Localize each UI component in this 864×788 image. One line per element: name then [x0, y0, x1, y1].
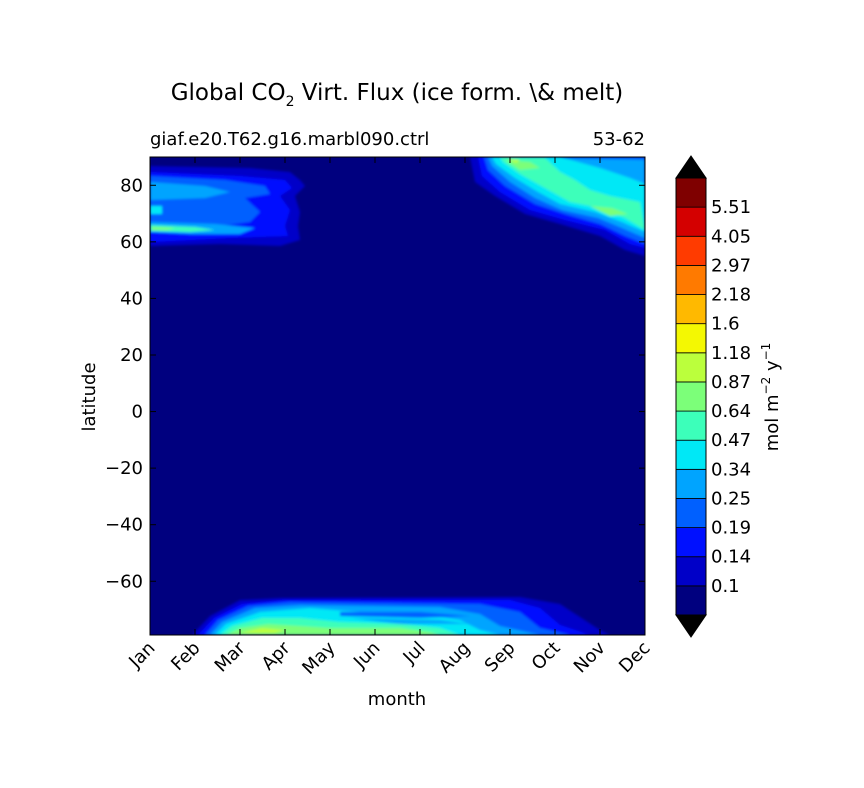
- colorbar-segment: [675, 177, 707, 208]
- colorbar: 0.1 0.14 0.19 0.25 0.34 0.47 0.64 0.87 1.18 1.6 2.…: [675, 155, 751, 638]
- x-tick-label: Apr: [258, 637, 295, 674]
- year-range: 53-62: [593, 129, 645, 150]
- colorbar-tick-label: 1.6: [711, 314, 740, 335]
- x-axis-label: month: [368, 689, 426, 710]
- colorbar-segment: [675, 498, 707, 529]
- colorbar-tick-label: 0.19: [711, 518, 751, 539]
- x-tick-label: Feb: [167, 638, 204, 675]
- x-tick-label: Aug: [435, 638, 475, 678]
- y-axis-label: latitude: [79, 362, 100, 431]
- colorbar-tick-label: 0.34: [711, 459, 751, 480]
- colorbar-segment: [675, 323, 707, 354]
- y-tick-label: −60: [105, 571, 143, 592]
- y-tick-label: 20: [120, 345, 143, 366]
- x-tick-label: Sep: [481, 638, 520, 677]
- y-tick-label: 40: [120, 288, 143, 309]
- contour-0.25: [350, 618, 470, 624]
- x-tick-label: Nov: [570, 637, 610, 677]
- contour-0.64: [590, 206, 628, 216]
- y-tick-label: 0: [132, 402, 143, 423]
- y-tick-label: 60: [120, 232, 143, 253]
- case-name: giaf.e20.T62.g16.marbl090.ctrl: [150, 129, 429, 150]
- x-tick-label: Jan: [124, 638, 159, 673]
- colorbar-tick-label: 0.64: [711, 401, 751, 422]
- colorbar-tick-label: 0.47: [711, 430, 751, 451]
- colorbar-segment: [675, 410, 707, 441]
- y-tick-label: 80: [120, 175, 143, 196]
- y-axis: −60 −40 −20 0 20 40 60 80: [105, 175, 645, 592]
- colorbar-frame: [675, 177, 707, 616]
- colorbar-tick-label: 0.25: [711, 488, 751, 509]
- x-tick-label: Jul: [399, 638, 430, 669]
- chart-title: Global CO2 Virt. Flux (ice form. \& melt…: [171, 80, 624, 110]
- colorbar-segment: [675, 264, 707, 295]
- colorbar-tick-label: 4.05: [711, 226, 751, 247]
- colorbar-tick-label: 0.87: [711, 372, 751, 393]
- colorbar-segment: [675, 352, 707, 383]
- contour-0.47: [500, 157, 645, 230]
- contour-0.34: [150, 206, 162, 214]
- colorbar-tick-label: 0.1: [711, 576, 740, 597]
- colorbar-extend-max: [675, 155, 707, 179]
- x-tick-label: Oct: [528, 638, 565, 675]
- colorbar-segment: [675, 206, 707, 237]
- colorbar-tick-label: 1.18: [711, 343, 751, 364]
- plot-area: [150, 157, 645, 635]
- x-tick-label: May: [298, 637, 339, 678]
- colorbar-segment: [675, 294, 707, 325]
- contour-0.47: [150, 225, 215, 232]
- plot-frame: [149, 156, 646, 636]
- contour-0.87: [508, 159, 520, 163]
- contour-0.87: [240, 628, 285, 633]
- colorbar-extend-min: [675, 614, 707, 638]
- colorbar-tick-label: 2.97: [711, 255, 751, 276]
- x-tick-label: Mar: [211, 637, 250, 676]
- contour-0.64: [152, 227, 175, 230]
- x-tick-label: Dec: [615, 638, 654, 677]
- y-tick-label: −20: [105, 458, 143, 479]
- colorbar-segment: [675, 556, 707, 587]
- colorbar-tick-label: 2.18: [711, 285, 751, 306]
- colorbar-segment: [675, 381, 707, 412]
- colorbar-tick-label: 5.51: [711, 197, 751, 218]
- x-tick-label: Jun: [349, 638, 384, 673]
- contour-0.19: [340, 612, 470, 618]
- colorbar-segment: [675, 585, 707, 616]
- colorbar-tick-label: 0.14: [711, 547, 751, 568]
- arctic-winter-region: [150, 166, 305, 246]
- colorbar-label: mol m−2 y−1: [759, 343, 783, 452]
- y-tick-label: −40: [105, 515, 143, 536]
- colorbar-segment: [675, 527, 707, 558]
- arctic-autumn-region: [470, 157, 645, 256]
- contour-0.64: [505, 160, 540, 170]
- contour-0.64: [226, 624, 440, 635]
- colorbar-segment: [675, 468, 707, 499]
- colorbar-segment: [675, 235, 707, 266]
- contour-0.25: [150, 182, 230, 200]
- antarctic-region: [192, 597, 610, 635]
- colorbar-segment: [675, 439, 707, 470]
